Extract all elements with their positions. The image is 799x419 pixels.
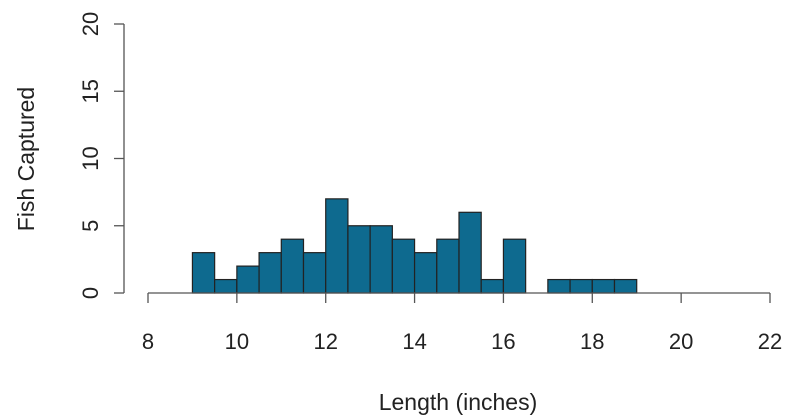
histogram-bar — [391, 238, 416, 294]
x-tick-label: 18 — [580, 329, 604, 354]
histogram-bar — [458, 211, 482, 294]
x-tick-label: 22 — [758, 329, 782, 354]
x-tick-label: 10 — [225, 329, 249, 354]
histogram-bar — [280, 238, 305, 294]
histogram-bar — [569, 278, 593, 294]
x-axis-title: Length (inches) — [379, 389, 538, 415]
x-tick-label: 8 — [142, 329, 154, 354]
histogram-bar — [214, 278, 238, 294]
histogram-bars — [191, 198, 638, 294]
histogram-bar — [436, 238, 460, 294]
histogram-bar — [413, 252, 438, 294]
histogram-bar — [591, 278, 616, 294]
histogram-bar — [191, 252, 216, 294]
histogram-bar — [325, 198, 349, 294]
x-tick-label: 12 — [313, 329, 337, 354]
histogram-bar — [302, 252, 327, 294]
histogram-bar — [547, 278, 571, 294]
x-axis: 8 10 12 14 16 18 20 22 — [142, 292, 782, 354]
histogram-bar — [236, 265, 260, 294]
y-tick-label: 10 — [78, 146, 103, 170]
histogram-bar — [613, 278, 638, 294]
y-tick-label: 5 — [78, 220, 103, 232]
y-axis-title: Fish Captured — [13, 87, 39, 231]
histogram-bar — [480, 278, 505, 294]
y-tick-label: 20 — [78, 12, 103, 36]
x-tick-label: 20 — [669, 329, 693, 354]
y-axis: 0 5 10 15 20 — [78, 12, 125, 299]
histogram-bar — [369, 225, 393, 294]
histogram-bar — [502, 238, 527, 294]
y-tick-label: 15 — [78, 79, 103, 103]
x-tick-label: 14 — [402, 329, 426, 354]
y-tick-label: 0 — [78, 287, 103, 299]
histogram-bar — [347, 225, 371, 294]
histogram-bar — [258, 252, 282, 294]
x-tick-label: 16 — [491, 329, 515, 354]
